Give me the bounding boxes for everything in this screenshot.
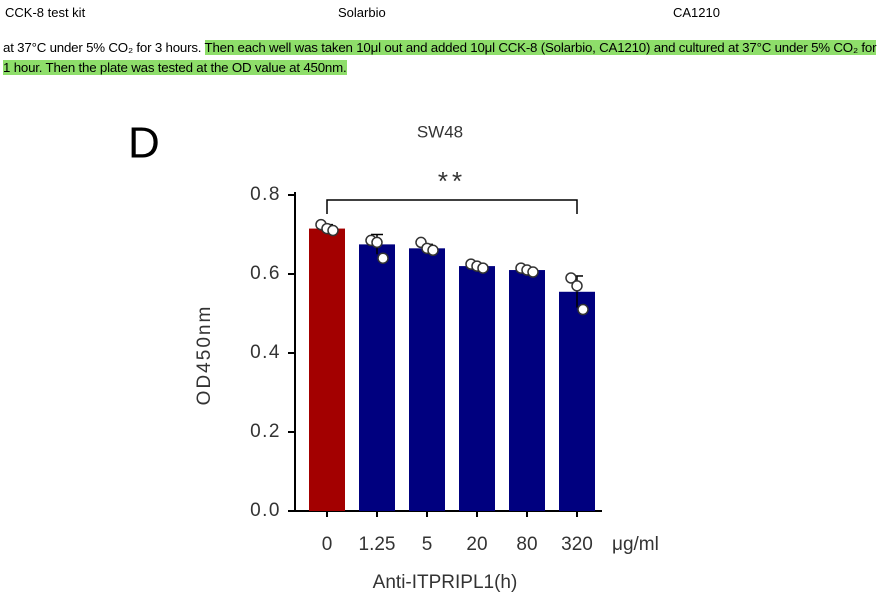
panel-label: D bbox=[128, 119, 160, 168]
y-tick-label: 0.0 bbox=[250, 500, 281, 521]
bar bbox=[509, 270, 545, 511]
unit-label: μg/ml bbox=[612, 534, 659, 555]
bar bbox=[359, 244, 395, 511]
y-axis-label: OD450nm bbox=[194, 305, 215, 406]
bar bbox=[409, 248, 445, 511]
kit-vendor: Solarbio bbox=[338, 5, 386, 20]
y-tick-label: 0.6 bbox=[250, 263, 281, 284]
data-point bbox=[371, 236, 383, 249]
data-point bbox=[527, 266, 539, 278]
x-tick-label: 0 bbox=[322, 534, 333, 555]
x-tick-label: 80 bbox=[516, 534, 537, 555]
y-tick-label: 0.2 bbox=[250, 421, 281, 442]
data-point bbox=[477, 262, 489, 274]
data-point bbox=[377, 252, 389, 264]
plain-text: at 37°C under 5% CO₂ for 3 hours. bbox=[3, 40, 202, 55]
data-point bbox=[565, 272, 577, 284]
kit-name: CCK-8 test kit bbox=[5, 5, 86, 20]
paragraph: at 37°C under 5% CO₂ for 3 hours. Then e… bbox=[3, 38, 879, 78]
y-tick-label: 0.8 bbox=[250, 184, 281, 205]
data-point bbox=[577, 303, 589, 316]
bar bbox=[459, 266, 495, 511]
kit-catalog: CA1210 bbox=[673, 5, 720, 20]
x-tick-label: 320 bbox=[561, 534, 593, 555]
x-tick-label: 5 bbox=[422, 534, 433, 555]
x-axis-label: Anti-ITPRIPL1(h) bbox=[373, 572, 518, 593]
bar bbox=[559, 291, 595, 511]
chart-title: SW48 bbox=[417, 122, 463, 141]
bar bbox=[309, 228, 345, 511]
data-point bbox=[571, 280, 583, 292]
x-tick-label: 20 bbox=[466, 534, 487, 555]
x-tick-label: 1.25 bbox=[359, 534, 396, 555]
data-point bbox=[327, 224, 339, 237]
y-tick-label: 0.4 bbox=[250, 342, 281, 363]
significance-label: ** bbox=[438, 166, 466, 196]
data-point bbox=[427, 244, 439, 257]
significance-bracket bbox=[326, 199, 578, 214]
